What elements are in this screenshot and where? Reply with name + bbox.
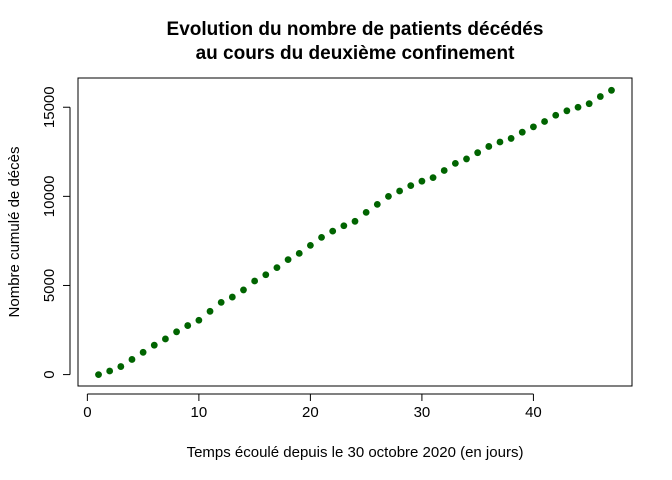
data-point: [162, 335, 169, 343]
data-point: [295, 249, 303, 257]
data-point: [240, 286, 247, 294]
y-axis: 0 5000 10000 15000: [41, 86, 71, 379]
data-point: [518, 128, 526, 136]
data-point: [463, 155, 470, 163]
data-point: [273, 264, 281, 272]
data-point: [329, 227, 337, 235]
data-point: [496, 138, 504, 146]
data-point: [563, 107, 571, 115]
x-tick-label: 20: [302, 404, 319, 421]
y-tick-label: 10000: [41, 175, 58, 217]
data-point: [429, 174, 437, 182]
data-point: [340, 222, 348, 230]
data-point: [173, 328, 180, 336]
x-tick-label: 0: [83, 404, 91, 421]
data-point: [407, 182, 415, 190]
y-tick-label: 0: [41, 370, 58, 378]
data-point: [128, 356, 136, 363]
data-point: [552, 111, 560, 119]
x-axis-label: Temps écoulé depuis le 30 octobre 2020 (…: [187, 444, 524, 461]
data-point: [418, 177, 426, 185]
data-point: [217, 299, 225, 306]
data-point: [396, 187, 404, 195]
data-point: [440, 167, 448, 174]
data-point: [284, 256, 292, 264]
data-point: [507, 135, 515, 142]
data-point: [318, 233, 325, 241]
data-points: [95, 86, 615, 378]
data-point: [485, 143, 493, 150]
data-point: [362, 208, 370, 216]
data-point: [206, 307, 214, 315]
x-axis: 0 10 20 30 40: [83, 393, 542, 421]
data-point: [474, 149, 482, 157]
data-point: [306, 241, 314, 249]
data-point: [251, 277, 259, 285]
data-point: [150, 341, 158, 349]
data-point: [106, 367, 114, 375]
data-point: [139, 348, 147, 356]
data-point: [117, 363, 125, 370]
y-axis-label: Nombre cumulé de décès: [6, 147, 23, 318]
plot-frame: [77, 77, 633, 387]
x-tick-label: 30: [414, 404, 431, 421]
y-tick-label: 5000: [41, 269, 58, 302]
data-point: [585, 100, 593, 108]
data-point: [385, 192, 392, 200]
data-point: [574, 103, 582, 111]
data-point: [195, 316, 203, 324]
data-point: [184, 322, 192, 329]
y-tick-label: 15000: [41, 86, 58, 128]
data-point: [530, 123, 537, 131]
data-point: [95, 371, 102, 378]
data-point: [451, 159, 459, 167]
x-tick-label: 10: [191, 404, 208, 421]
data-point: [596, 93, 604, 100]
x-tick-label: 40: [525, 404, 542, 421]
data-point: [608, 86, 615, 94]
chart-title-line-1: Evolution du nombre de patients décédés: [167, 19, 544, 40]
data-point: [373, 200, 381, 208]
chart-title-line-2: au cours du deuxième confinement: [196, 43, 516, 64]
data-point: [228, 293, 236, 301]
data-point: [262, 271, 270, 279]
data-point: [541, 118, 548, 125]
data-point: [351, 217, 359, 225]
